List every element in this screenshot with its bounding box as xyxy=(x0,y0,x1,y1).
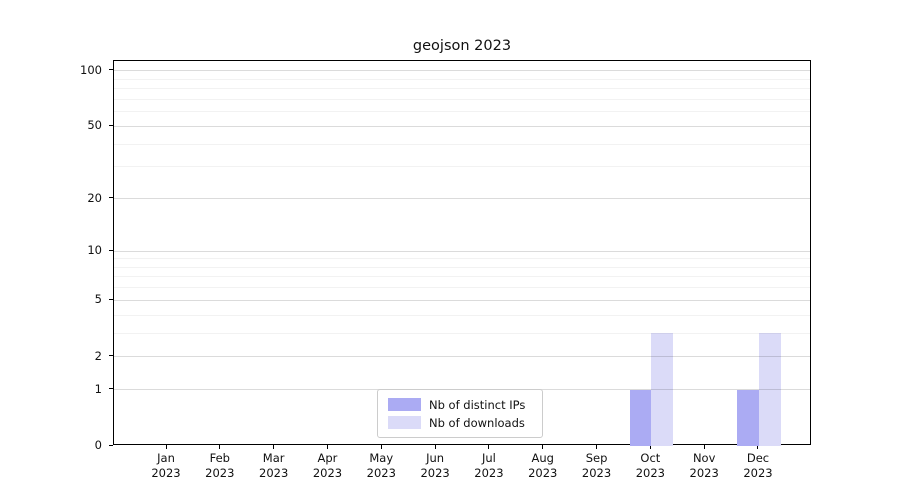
y-tick-mark-1 xyxy=(109,388,113,390)
x-tick-mark-mar xyxy=(273,445,275,449)
x-tick-label-may: May 2023 xyxy=(366,451,396,480)
gridline-y-100 xyxy=(114,70,810,72)
x-tick-label-mar: Mar 2023 xyxy=(259,451,289,480)
x-tick-mark-apr xyxy=(326,445,328,449)
y-tick-mark-50 xyxy=(109,124,113,126)
x-tick-label-jun: Jun 2023 xyxy=(420,451,450,480)
bar-nb-of-downloads-oct xyxy=(651,333,673,446)
gridline-y-60 xyxy=(114,111,810,113)
x-tick-mark-aug xyxy=(542,445,544,449)
x-tick-label-nov: Nov 2023 xyxy=(689,451,719,480)
x-tick-mark-nov xyxy=(703,445,705,449)
legend-label-distinct-ips: Nb of distinct IPs xyxy=(429,397,526,412)
bar-nb-of-distinct-ips-dec xyxy=(737,389,759,446)
x-tick-mark-jul xyxy=(488,445,490,449)
gridline-y-3 xyxy=(114,332,810,334)
gridline-y-2 xyxy=(114,356,810,358)
y-tick-mark-10 xyxy=(109,249,113,251)
y-tick-label-50: 50 xyxy=(87,118,102,133)
chart-title: geojson 2023 xyxy=(412,38,512,54)
gridline-y-10 xyxy=(114,250,810,252)
legend-item-downloads: Nb of downloads xyxy=(388,414,532,431)
x-tick-label-jan: Jan 2023 xyxy=(151,451,181,480)
x-tick-label-feb: Feb 2023 xyxy=(205,451,235,480)
x-tick-mark-sep xyxy=(596,445,598,449)
legend-swatch-distinct-ips xyxy=(388,398,421,411)
y-tick-label-10: 10 xyxy=(87,243,102,258)
x-tick-mark-jan xyxy=(165,445,167,449)
gridline-y-30 xyxy=(114,166,810,168)
x-tick-mark-dec xyxy=(757,445,759,449)
x-tick-label-oct: Oct 2023 xyxy=(635,451,665,480)
x-tick-label-sep: Sep 2023 xyxy=(581,451,612,480)
x-tick-label-apr: Apr 2023 xyxy=(312,451,343,480)
gridline-y-40 xyxy=(114,143,810,145)
gridline-y-9 xyxy=(114,258,810,260)
gridline-y-5 xyxy=(114,299,810,301)
gridline-y-8 xyxy=(114,266,810,268)
gridline-y-20 xyxy=(114,198,810,199)
gridline-y-50 xyxy=(114,125,810,127)
gridline-y-6 xyxy=(114,287,810,289)
bar-nb-of-downloads-dec xyxy=(758,333,781,446)
x-tick-mark-oct xyxy=(649,445,651,449)
plot-area xyxy=(113,60,811,446)
gridline-y-7 xyxy=(114,276,810,278)
x-tick-label-dec: Dec 2023 xyxy=(743,451,773,480)
y-tick-label-5: 5 xyxy=(94,292,102,307)
y-tick-mark-20 xyxy=(109,197,113,198)
y-tick-label-1: 1 xyxy=(94,381,102,396)
x-tick-mark-feb xyxy=(219,445,221,449)
y-tick-label-20: 20 xyxy=(87,190,102,205)
gridline-y-90 xyxy=(114,78,810,80)
legend-label-downloads: Nb of downloads xyxy=(429,415,525,430)
gridline-y-4 xyxy=(114,314,810,316)
gridline-y-80 xyxy=(114,88,810,90)
y-tick-label-0: 0 xyxy=(94,438,102,452)
x-tick-mark-may xyxy=(380,445,382,449)
y-tick-label-100: 100 xyxy=(80,62,102,77)
x-tick-mark-jun xyxy=(434,445,436,449)
gridline-y-70 xyxy=(114,98,810,100)
y-tick-mark-0 xyxy=(109,444,113,446)
x-tick-label-aug: Aug 2023 xyxy=(528,451,558,480)
y-tick-label-2: 2 xyxy=(94,348,102,363)
bar-nb-of-distinct-ips-oct xyxy=(629,389,652,446)
legend: Nb of distinct IPs Nb of downloads xyxy=(377,389,543,438)
legend-item-distinct-ips: Nb of distinct IPs xyxy=(388,396,532,413)
legend-swatch-downloads xyxy=(388,416,421,429)
y-tick-mark-5 xyxy=(109,298,113,300)
y-tick-mark-100 xyxy=(109,69,113,71)
x-tick-label-jul: Jul 2023 xyxy=(474,451,504,480)
y-tick-mark-2 xyxy=(109,355,113,357)
